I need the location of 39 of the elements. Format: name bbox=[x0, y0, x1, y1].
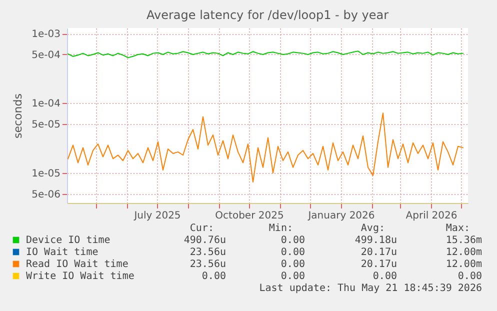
text: Max: bbox=[446, 223, 470, 234]
text: 0.00 bbox=[372, 271, 397, 282]
line-series bbox=[68, 112, 464, 183]
text: 20.17u bbox=[360, 259, 397, 270]
text: Min: bbox=[268, 223, 293, 234]
text: Last update: Thu May 21 18:45:39 2026 bbox=[259, 283, 482, 294]
y-tick-label: 5e-04 bbox=[32, 50, 60, 61]
x-tick-label: January 2026 bbox=[307, 210, 375, 222]
legend-label: IO Wait time bbox=[26, 247, 98, 258]
text: 12.00m bbox=[446, 247, 482, 258]
y-tick-label: 5e-05 bbox=[32, 120, 60, 131]
text: Cur: bbox=[190, 223, 214, 234]
text: 0.00 bbox=[280, 247, 305, 258]
text: 0.00 bbox=[458, 271, 482, 282]
text: 0.00 bbox=[202, 271, 226, 282]
legend-label: Read IO Wait time bbox=[26, 259, 128, 270]
text: 499.18u bbox=[354, 235, 397, 246]
line-series bbox=[68, 50, 464, 58]
chart-title: Average latency for /dev/loop1 - by year bbox=[146, 8, 389, 22]
text: Avg: bbox=[360, 223, 385, 234]
legend-label: Device IO time bbox=[26, 235, 110, 246]
text: 0.00 bbox=[280, 271, 305, 282]
x-tick-label: July 2025 bbox=[133, 210, 181, 222]
y-tick-label: 1e-05 bbox=[32, 168, 60, 180]
text: 20.17u bbox=[360, 247, 397, 258]
text: 0.00 bbox=[280, 259, 305, 270]
y-tick-label: 1e-04 bbox=[32, 98, 60, 110]
y-tick-label: 1e-03 bbox=[32, 29, 60, 40]
text: 23.56u bbox=[190, 259, 226, 270]
text: 23.56u bbox=[190, 247, 226, 258]
text: 12.00m bbox=[446, 259, 482, 270]
legend-label: Write IO Wait time bbox=[26, 271, 134, 282]
text: 0.00 bbox=[280, 235, 305, 246]
x-tick-label: April 2026 bbox=[406, 210, 458, 222]
y-tick-label: 5e-06 bbox=[32, 189, 60, 200]
text: 490.76u bbox=[184, 235, 226, 246]
text: 15.36m bbox=[446, 235, 482, 246]
x-tick-label: October 2025 bbox=[215, 210, 284, 222]
y-axis-title: seconds bbox=[12, 93, 25, 138]
